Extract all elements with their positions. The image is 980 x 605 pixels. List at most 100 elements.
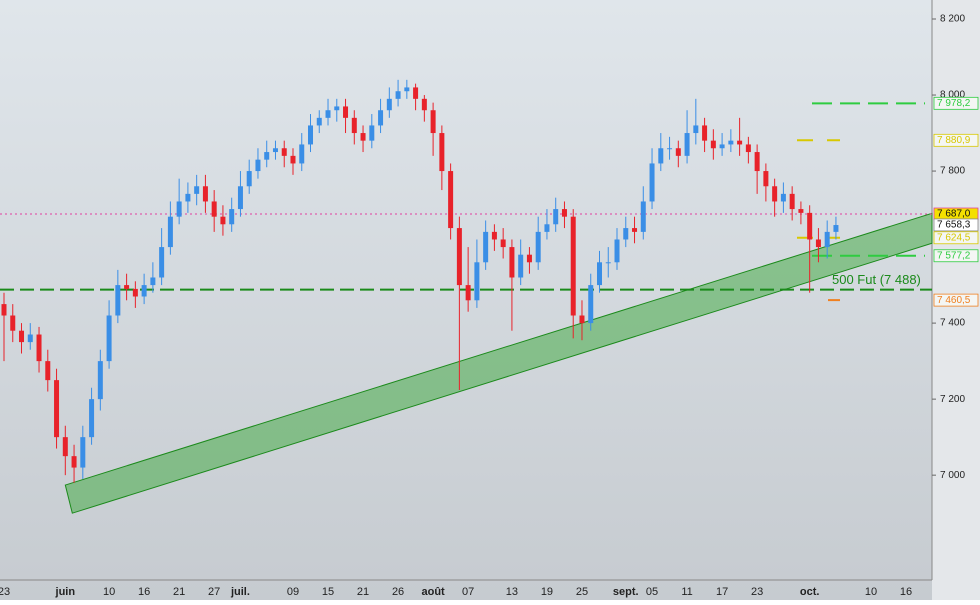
x-tick-label: 25 bbox=[576, 586, 588, 598]
x-tick-label: août bbox=[421, 586, 445, 598]
candle-body bbox=[132, 288, 138, 297]
candle-body bbox=[1, 304, 7, 316]
candle-body bbox=[150, 277, 156, 286]
candle-body bbox=[36, 334, 42, 362]
y-tick-label: 7 200 bbox=[940, 394, 965, 405]
candle-body bbox=[299, 144, 305, 164]
candle-body bbox=[272, 148, 278, 153]
candle-body bbox=[360, 133, 366, 141]
candle-body bbox=[27, 334, 33, 343]
x-tick-label: 15 bbox=[322, 586, 334, 598]
candle-body bbox=[264, 152, 270, 160]
candle-body bbox=[62, 437, 68, 457]
candle-body bbox=[632, 228, 638, 232]
candle-body bbox=[395, 91, 401, 99]
price-label: 7 658,3 bbox=[937, 220, 971, 231]
candle-body bbox=[71, 456, 77, 468]
price-label: 7 460,5 bbox=[937, 295, 971, 306]
candle-body bbox=[97, 361, 103, 400]
candle-body bbox=[281, 148, 287, 156]
candle-body bbox=[728, 140, 734, 145]
candle-body bbox=[474, 262, 480, 301]
candle-body bbox=[211, 201, 217, 217]
candle-body bbox=[684, 133, 690, 156]
x-tick-label: 19 bbox=[541, 586, 553, 598]
candle-body bbox=[763, 171, 769, 187]
candle-body bbox=[167, 216, 173, 248]
price-label: 7 624,5 bbox=[937, 232, 971, 243]
x-tick-label: 13 bbox=[506, 586, 518, 598]
candle-body bbox=[413, 87, 419, 99]
x-tick-label: 21 bbox=[173, 586, 185, 598]
candle-body bbox=[237, 186, 243, 210]
candle-body bbox=[561, 209, 567, 217]
candle-body bbox=[404, 87, 410, 92]
candle-body bbox=[343, 106, 349, 118]
candle-body bbox=[202, 186, 208, 202]
x-tick-label: 21 bbox=[357, 586, 369, 598]
candle-body bbox=[509, 247, 515, 278]
candle-body bbox=[588, 285, 594, 324]
x-tick-label: 27 bbox=[208, 586, 220, 598]
candle-body bbox=[246, 171, 252, 187]
candle-body bbox=[754, 152, 760, 172]
candle-body bbox=[106, 315, 112, 362]
y-tick-label: 7 000 bbox=[940, 470, 965, 481]
candle-body bbox=[54, 380, 60, 438]
x-tick-label: juin bbox=[55, 586, 76, 598]
candle-body bbox=[544, 224, 550, 232]
candle-body bbox=[351, 117, 357, 134]
price-label-box bbox=[933, 293, 979, 307]
x-tick-label: 16 bbox=[138, 586, 150, 598]
candle-body bbox=[316, 117, 322, 126]
candle-body bbox=[483, 231, 489, 263]
candle-body bbox=[570, 216, 576, 316]
candle-body bbox=[702, 125, 708, 141]
candle-body bbox=[80, 437, 86, 468]
y-tick-label: 7 800 bbox=[940, 166, 965, 177]
y-tick-label: 7 400 bbox=[940, 318, 965, 329]
candle-body bbox=[89, 399, 95, 438]
candle-body bbox=[124, 285, 130, 289]
x-tick-label: 17 bbox=[716, 586, 728, 598]
candle-body bbox=[623, 228, 629, 240]
candle-body bbox=[194, 186, 200, 194]
candle-body bbox=[798, 209, 804, 213]
price-label: 7 978,2 bbox=[937, 98, 971, 109]
price-label-box bbox=[933, 218, 979, 232]
candle-body bbox=[19, 330, 25, 343]
candle-body bbox=[553, 209, 559, 225]
trend-channel bbox=[64, 212, 933, 514]
x-tick-label: 10 bbox=[865, 586, 877, 598]
candle-body bbox=[176, 201, 182, 217]
candle-body bbox=[491, 231, 497, 240]
x-tick-label: 23 bbox=[751, 586, 763, 598]
x-tick-label: juil. bbox=[230, 586, 250, 598]
candle-body bbox=[500, 239, 506, 248]
candle-body bbox=[141, 285, 147, 297]
candle-body bbox=[675, 148, 681, 156]
x-tick-label: oct. bbox=[800, 586, 820, 598]
candle-body bbox=[526, 254, 532, 263]
x-tick-label: 07 bbox=[462, 586, 474, 598]
x-tick-label: 11 bbox=[681, 586, 692, 598]
candle-body bbox=[745, 144, 751, 153]
candle-body bbox=[386, 98, 392, 111]
x-tick-label: 05 bbox=[646, 586, 658, 598]
price-label: 7 687,0 bbox=[937, 209, 971, 220]
candle-body bbox=[308, 125, 314, 145]
candle-body bbox=[535, 231, 541, 263]
price-label-box bbox=[933, 133, 979, 147]
candle-body bbox=[421, 98, 427, 111]
candle-body bbox=[789, 193, 795, 210]
candle-body bbox=[772, 186, 778, 202]
candle-body bbox=[737, 140, 743, 145]
candle-body bbox=[115, 285, 121, 316]
candle-body bbox=[807, 212, 813, 240]
candle-body bbox=[640, 201, 646, 232]
candle-body bbox=[456, 228, 462, 286]
x-tick-label: 23 bbox=[0, 586, 10, 598]
x-tick-label: sept. bbox=[613, 586, 639, 598]
candle-body bbox=[614, 239, 620, 263]
